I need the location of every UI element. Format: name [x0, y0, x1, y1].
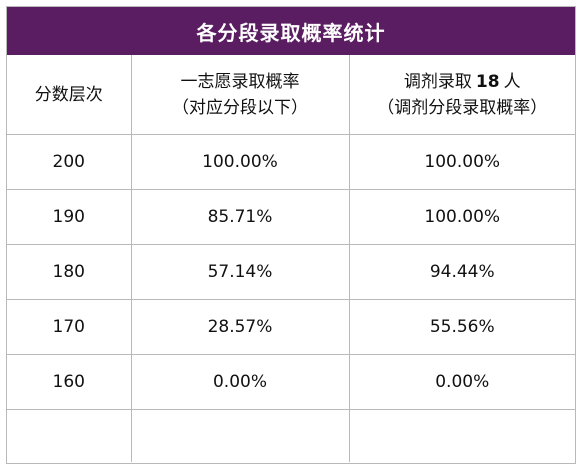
adjusted-cell: 94.44% [348, 244, 575, 300]
score-cell: 180 [7, 244, 132, 300]
adjusted-cell: 0.00% [348, 354, 575, 410]
first-choice-cell: 57.14% [130, 244, 350, 300]
score-cell: 160 [7, 354, 132, 410]
header-row: 分数层次 一志愿录取概率 （对应分段以下） 调剂录取 18 人 （调剂分段录取概率） [7, 55, 575, 135]
admission-probability-table: 分数层次 一志愿录取概率 （对应分段以下） 调剂录取 18 人 （调剂分段录取概率）… [7, 55, 575, 462]
header-first-choice-line2: （对应分段以下） [172, 97, 308, 118]
table-row: 200 100.00% 100.00% [7, 134, 575, 190]
first-choice-cell: 28.57% [130, 299, 350, 355]
header-first-choice-line1: 一志愿录取概率 [180, 71, 300, 92]
header-adjusted-line2: （调剂分段录取概率） [377, 97, 548, 118]
first-choice-cell: 0.00% [130, 354, 350, 410]
header-adjusted-line1: 调剂录取 18 人 [350, 69, 576, 95]
table-row: 170 28.57% 55.56% [7, 299, 575, 355]
score-cell: 170 [7, 299, 132, 355]
empty-cell [7, 409, 132, 462]
adjusted-cell: 55.56% [348, 299, 575, 355]
header-adjusted-prefix: 调剂录取 [403, 71, 472, 92]
header-adjusted-count: 18 [475, 71, 500, 92]
header-first-choice: 一志愿录取概率 （对应分段以下） [130, 55, 350, 135]
empty-cell [130, 409, 350, 462]
header-adjusted-suffix: 人 [503, 71, 521, 92]
empty-cell [348, 409, 575, 462]
table-row: 160 0.00% 0.00% [7, 354, 575, 410]
adjusted-cell: 100.00% [348, 134, 575, 190]
table-row: 190 85.71% 100.00% [7, 189, 575, 245]
table-title: 各分段录取概率统计 [7, 7, 575, 55]
header-adjusted: 调剂录取 18 人 （调剂分段录取概率） [348, 55, 576, 135]
score-cell: 200 [7, 134, 132, 190]
header-score-level: 分数层次 [7, 55, 132, 135]
table-row: 180 57.14% 94.44% [7, 244, 575, 300]
adjusted-cell: 100.00% [348, 189, 575, 245]
score-cell: 190 [7, 189, 132, 245]
stats-table-container: 各分段录取概率统计 分数层次 一志愿录取概率 （对应分段以下） 调剂录取 18 人 … [6, 6, 576, 464]
first-choice-cell: 85.71% [130, 189, 350, 245]
empty-row [7, 409, 575, 462]
first-choice-cell: 100.00% [130, 134, 350, 190]
